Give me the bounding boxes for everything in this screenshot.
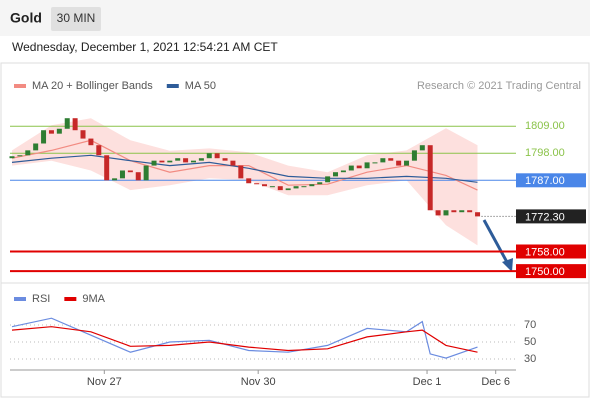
candle	[254, 183, 260, 185]
x-tick-label: Nov 27	[87, 376, 122, 388]
legend-swatch	[166, 84, 179, 88]
candle	[183, 158, 189, 163]
y-tick-label: 70	[524, 319, 536, 331]
legend-swatch	[14, 297, 26, 301]
candle	[293, 186, 299, 189]
candle	[175, 158, 181, 161]
candle	[190, 160, 196, 163]
ma-line	[11, 154, 478, 183]
instrument-title: Gold	[10, 10, 42, 26]
candle	[419, 145, 425, 151]
candle	[17, 155, 23, 157]
candle	[340, 170, 346, 173]
candle	[112, 178, 118, 181]
level-tag	[516, 173, 586, 188]
level-tag	[516, 264, 586, 279]
candle	[427, 145, 433, 211]
candle	[396, 160, 402, 166]
candle	[435, 210, 441, 216]
line	[11, 326, 478, 353]
candle	[56, 128, 62, 134]
candle	[230, 160, 236, 166]
candle	[238, 165, 244, 179]
candle	[96, 145, 102, 156]
candle	[388, 158, 394, 161]
candle	[135, 172, 141, 181]
candle	[285, 188, 291, 191]
candle	[33, 143, 39, 151]
candle	[411, 150, 417, 161]
legend-label: MA 50	[185, 80, 216, 92]
candle	[269, 186, 275, 188]
level-label: 1758.00	[525, 246, 565, 258]
forecast-arrowhead	[502, 258, 513, 272]
candle	[451, 210, 457, 213]
candle	[356, 165, 362, 169]
candle	[372, 162, 378, 164]
candle	[325, 176, 331, 183]
candle	[348, 165, 354, 171]
x-tick-label: Dec 1	[413, 376, 442, 388]
level-label: 1798.00	[525, 147, 565, 159]
candle	[64, 118, 70, 129]
legend-label: 9MA	[82, 293, 105, 305]
candle	[80, 130, 86, 139]
candle	[317, 182, 323, 185]
candle	[246, 178, 252, 184]
y-tick-label: 30	[524, 353, 536, 365]
candle	[333, 172, 339, 177]
forecast-arrow	[482, 219, 510, 265]
candle	[475, 212, 481, 217]
timestamp: Wednesday, December 1, 2021 12:54:21 AM …	[12, 40, 278, 54]
candle	[364, 162, 370, 169]
line	[11, 317, 478, 359]
candle	[262, 184, 267, 187]
y-tick-label: 50	[524, 336, 536, 348]
level-label: 1787.00	[525, 175, 565, 187]
candle	[467, 210, 473, 213]
bollinger-band	[12, 118, 478, 246]
candle	[206, 153, 212, 159]
candle	[151, 160, 157, 166]
candle	[159, 160, 165, 163]
candle	[459, 210, 465, 213]
level-label: 1750.00	[525, 266, 565, 278]
candle	[48, 130, 54, 134]
legend-label: RSI	[32, 293, 50, 305]
timeframe[interactable]: 30 MIN	[57, 11, 96, 25]
candle	[309, 184, 315, 187]
candle	[167, 160, 173, 163]
candle	[443, 210, 449, 216]
candle	[277, 186, 283, 191]
candle	[380, 158, 386, 163]
credit: Research © 2021 Trading Central	[417, 80, 581, 92]
legend-swatch	[64, 297, 77, 301]
level-label: 1809.00	[525, 120, 565, 132]
candle	[9, 156, 15, 159]
candle	[214, 153, 220, 159]
legend-label: MA 20 + Bollinger Bands	[32, 80, 153, 92]
candle	[25, 150, 31, 156]
timeframe-pill[interactable]	[51, 7, 101, 31]
x-tick-label: Dec 6	[481, 376, 510, 388]
candle	[119, 170, 125, 179]
x-tick-label: Nov 30	[241, 376, 276, 388]
candle	[127, 170, 133, 173]
level-tag	[516, 209, 586, 224]
candle	[72, 118, 78, 131]
candle	[88, 138, 94, 146]
candle	[404, 160, 410, 166]
chart-frame	[0, 62, 590, 398]
candle	[198, 158, 204, 161]
candle	[301, 186, 307, 188]
candle	[41, 130, 47, 144]
legend-swatch	[14, 84, 26, 88]
level-tag	[516, 244, 586, 259]
candle	[104, 155, 110, 181]
level-label: 1772.30	[525, 211, 565, 223]
candle	[143, 165, 149, 181]
candle	[222, 158, 228, 161]
